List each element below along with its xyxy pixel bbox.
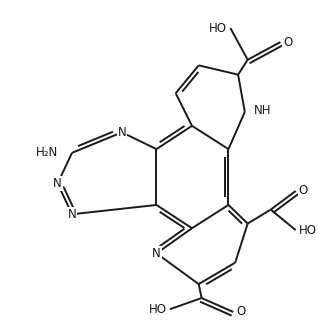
Text: H₂N: H₂N bbox=[36, 146, 58, 159]
Text: O: O bbox=[283, 35, 293, 49]
Text: N: N bbox=[53, 177, 62, 190]
Text: HO: HO bbox=[299, 224, 317, 236]
Text: O: O bbox=[299, 184, 308, 197]
Text: HO: HO bbox=[149, 303, 167, 316]
Text: O: O bbox=[236, 305, 245, 318]
Text: N: N bbox=[68, 208, 76, 221]
Text: HO: HO bbox=[209, 22, 227, 35]
Text: N: N bbox=[152, 247, 161, 260]
Text: NH: NH bbox=[254, 104, 272, 117]
Text: N: N bbox=[118, 126, 126, 139]
